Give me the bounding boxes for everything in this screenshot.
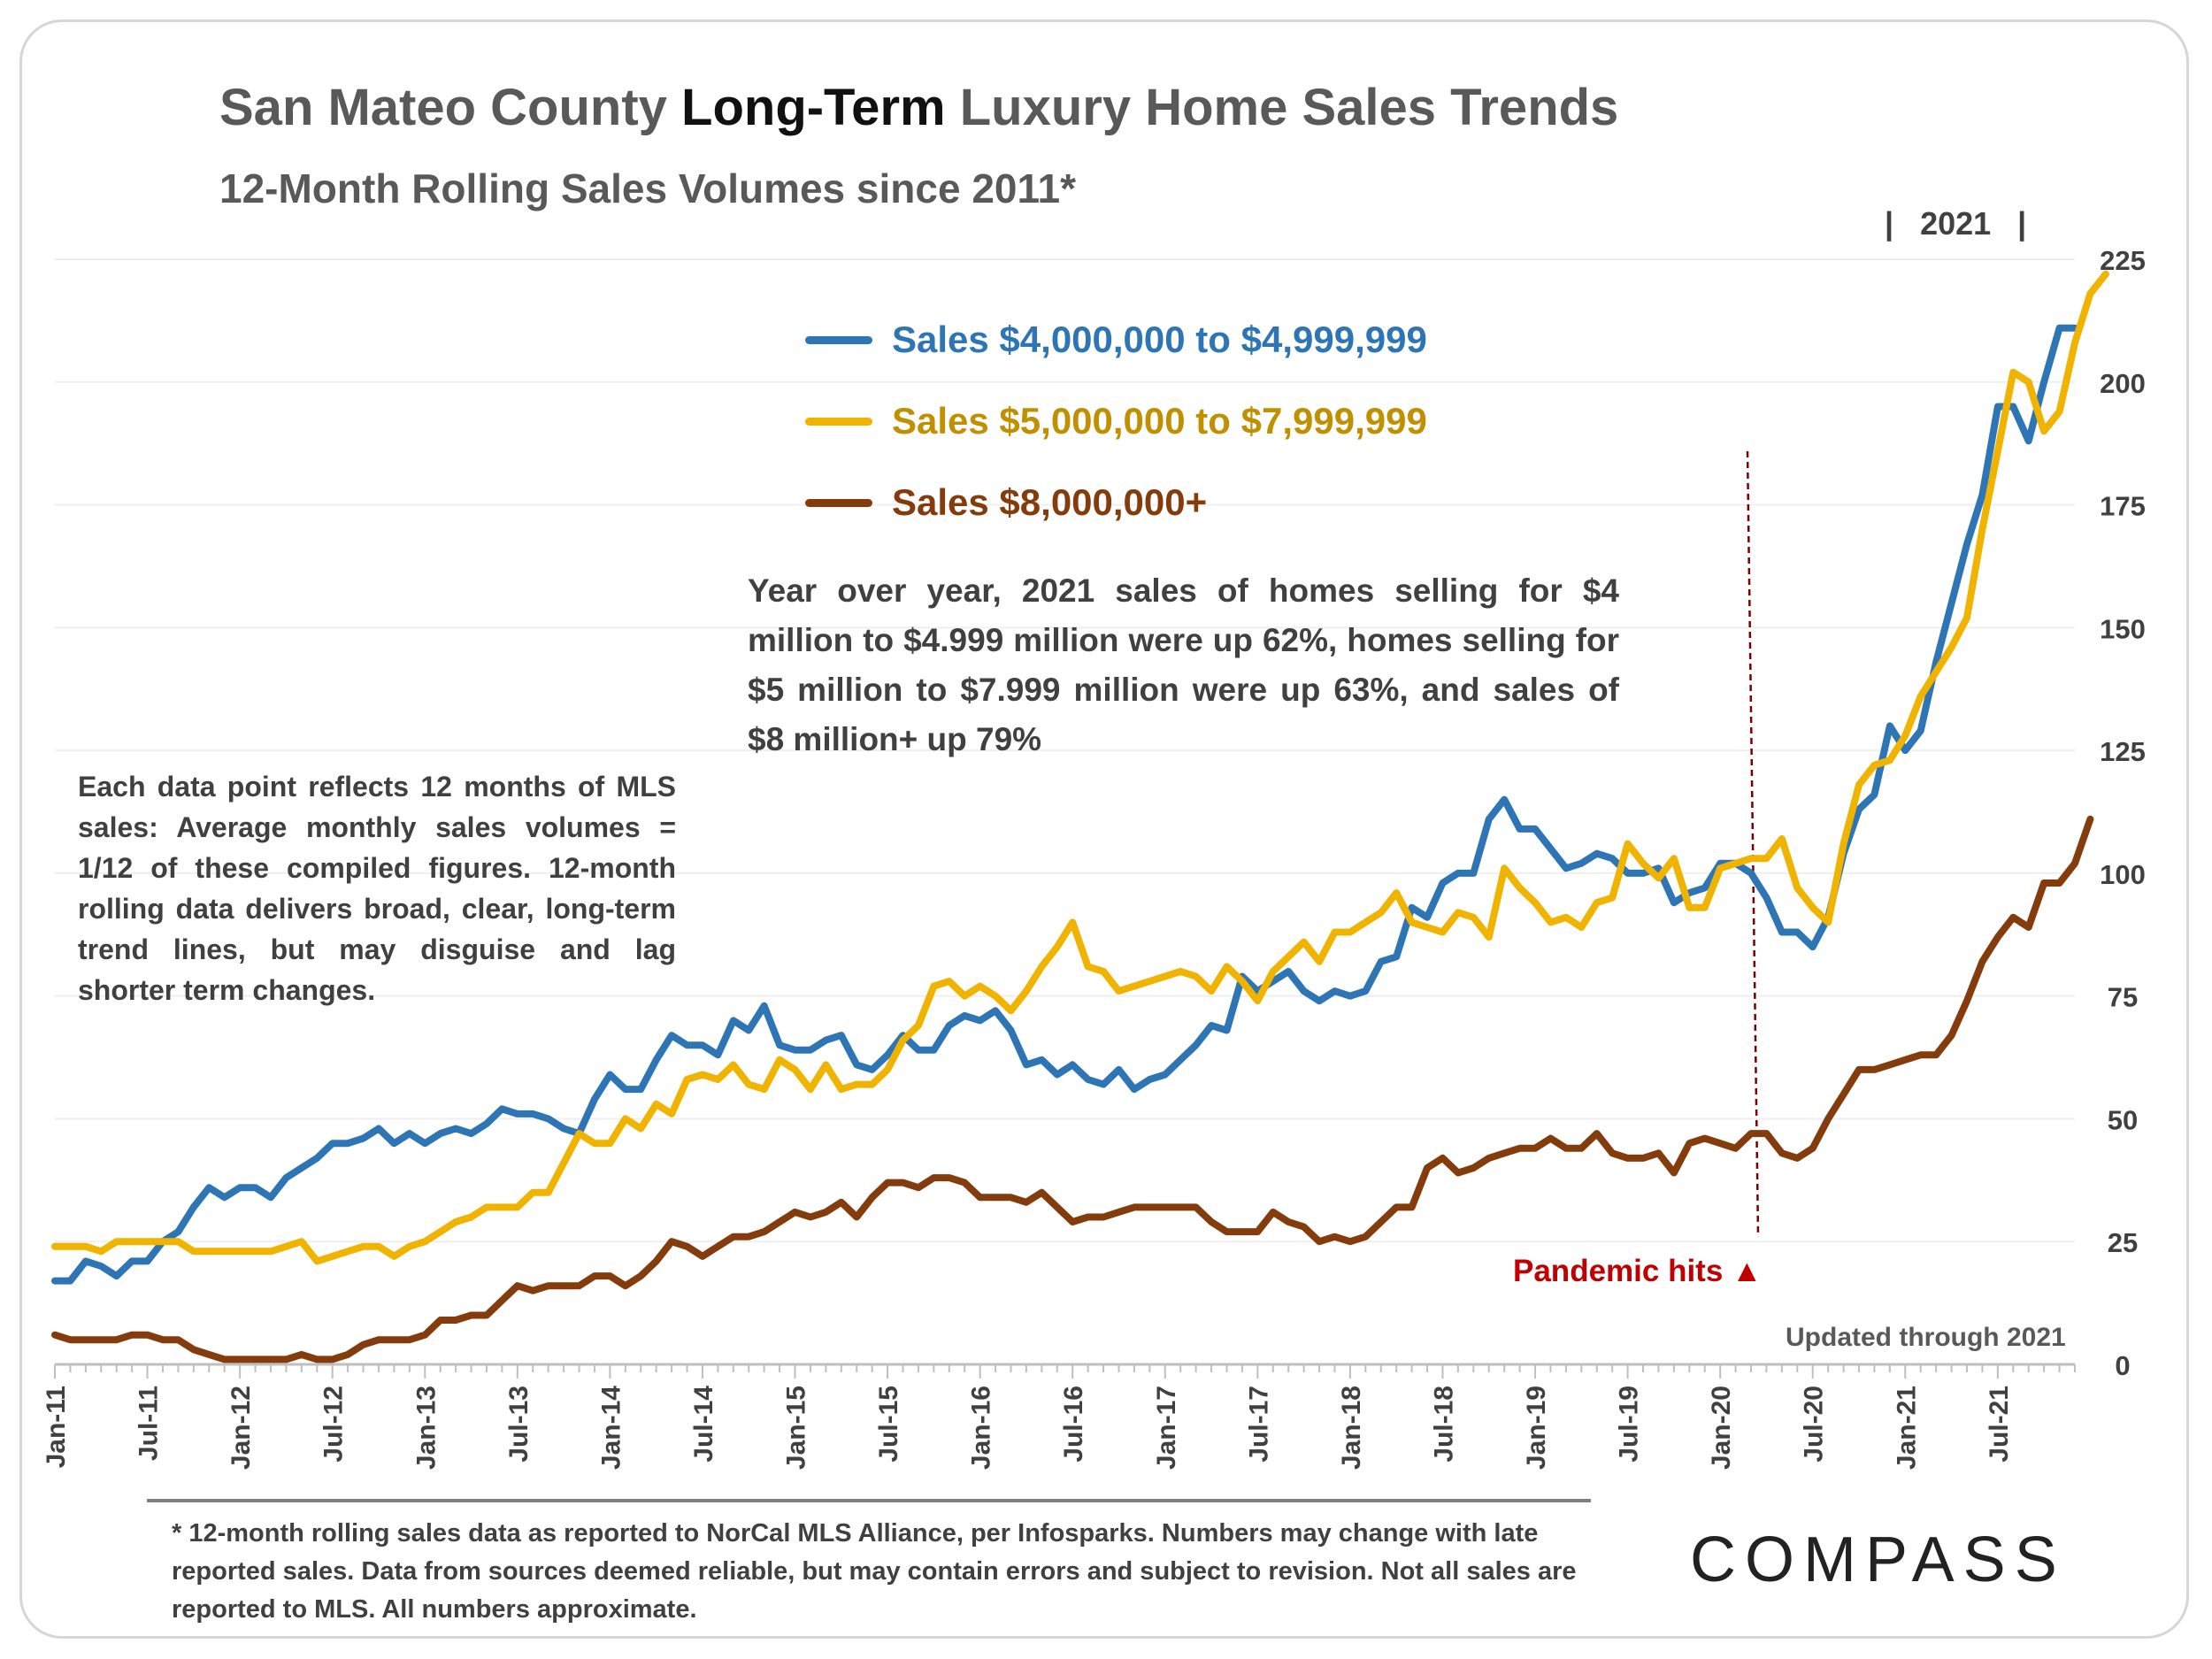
x-tick-label: Jan-18 — [1337, 1386, 1366, 1470]
x-tick-label: Jan-21 — [1892, 1386, 1921, 1470]
x-tick-label: Jul-11 — [134, 1386, 164, 1461]
x-tick-label: Jan-11 — [42, 1386, 71, 1468]
x-tick-label: Jan-20 — [1707, 1386, 1736, 1470]
yoy-annotation: Year over year, 2021 sales of homes sell… — [748, 572, 1619, 757]
pandemic-dashed-line — [1746, 450, 1760, 1238]
x-tick-label: Jul-15 — [874, 1386, 903, 1463]
legend-label-8m: Sales $8,000,000+ — [892, 481, 1208, 523]
x-tick-label: Jan-19 — [1522, 1386, 1551, 1470]
legend-item-5m: Sales $5,000,000 to $7,999,999 — [805, 380, 1427, 462]
chart-subtitle: 12-Month Rolling Sales Volumes since 201… — [219, 165, 1077, 211]
y-tick-label: 175 — [2100, 491, 2146, 522]
legend-item-4m: Sales $4,000,000 to $4,999,999 — [805, 299, 1427, 380]
footnote-divider — [147, 1499, 1591, 1502]
footnote: * 12-month rolling sales data as reporte… — [172, 1519, 1577, 1624]
y-tick-label: 75 — [2108, 982, 2138, 1013]
y-tick-label: 0 — [2115, 1350, 2130, 1381]
y-tick-label: 125 — [2100, 736, 2146, 767]
x-tick-label: Jul-18 — [1429, 1386, 1458, 1463]
y-tick-label: 25 — [2108, 1227, 2138, 1258]
x-tick-label: Jul-14 — [689, 1386, 718, 1463]
title-emphasis: Long-Term — [681, 79, 946, 136]
y-tick-label: 50 — [2108, 1104, 2138, 1135]
series-line-5m — [51, 270, 2109, 1265]
y-tick-label: 150 — [2100, 613, 2146, 644]
series-line-8m — [51, 815, 2094, 1363]
x-tick-label: Jan-16 — [967, 1386, 996, 1470]
legend-swatch-8m — [805, 498, 872, 507]
updated-label: Updated through 2021 — [1786, 1323, 2066, 1352]
pandemic-label: Pandemic hits ▲ — [1513, 1254, 1763, 1288]
x-tick-label: Jul-17 — [1244, 1386, 1273, 1463]
y-tick-label: 200 — [2100, 368, 2146, 399]
x-tick-label: Jan-13 — [411, 1386, 441, 1470]
legend-swatch-4m — [805, 335, 872, 344]
y-tick-label: 100 — [2100, 859, 2146, 890]
x-tick-label: Jul-13 — [504, 1386, 534, 1463]
x-tick-label: Jul-20 — [1800, 1386, 1829, 1463]
legend-label-5m: Sales $5,000,000 to $7,999,999 — [892, 400, 1427, 442]
compass-logo: COMPASS — [1690, 1525, 2066, 1595]
x-tick-label: Jul-21 — [1985, 1386, 2014, 1463]
legend-label-4m: Sales $4,000,000 to $4,999,999 — [892, 319, 1427, 360]
legend-swatch-5m — [805, 417, 872, 426]
x-tick-label: Jul-16 — [1059, 1386, 1088, 1463]
x-tick-label: Jan-12 — [227, 1386, 256, 1470]
chart-title: San Mateo County Long-Term Luxury Home S… — [219, 79, 1619, 136]
methodology-note: Each data point reflects 12 months of ML… — [78, 771, 676, 1006]
x-tick-label: Jan-15 — [782, 1386, 811, 1470]
x-tick-label: Jul-19 — [1615, 1386, 1644, 1463]
legend-item-8m: Sales $8,000,000+ — [805, 462, 1427, 543]
x-tick-label: Jul-12 — [319, 1386, 349, 1463]
x-tick-label: Jan-17 — [1152, 1386, 1181, 1470]
legend: Sales $4,000,000 to $4,999,999 Sales $5,… — [805, 299, 1427, 543]
x-tick-label: Jan-14 — [596, 1386, 626, 1470]
year-2021-marker: | 2021 | — [1885, 205, 2027, 242]
